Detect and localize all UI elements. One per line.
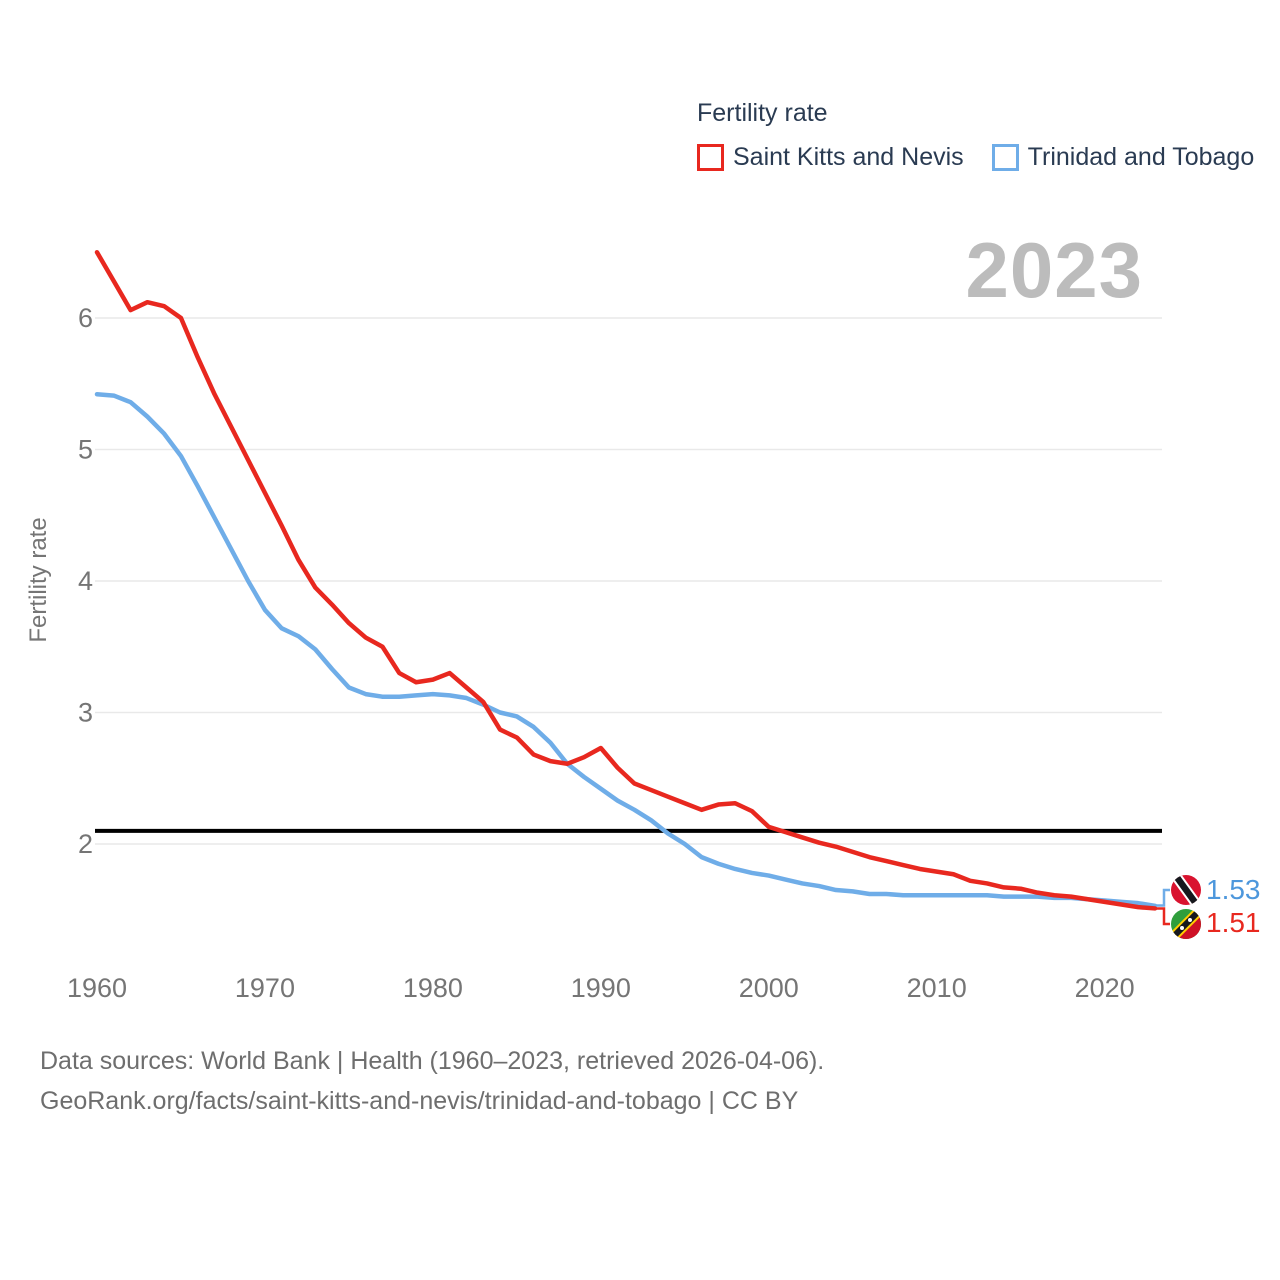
- y-tick-label: 5: [78, 435, 93, 465]
- saint-kitts-swatch-icon: [697, 144, 724, 171]
- year-watermark: 2023: [965, 226, 1143, 314]
- end-value-saint-kitts-and-nevis: 1.51: [1206, 907, 1261, 938]
- y-axis-title: Fertility rate: [25, 517, 52, 642]
- y-tick-label: 2: [78, 829, 93, 859]
- y-tick-label: 3: [78, 698, 93, 728]
- trinidad-swatch-icon: [991, 144, 1019, 171]
- series-line-trinidad-and-tobago: [94, 392, 1158, 909]
- legend-row: Saint Kitts and Nevis Trinidad and Tobag…: [697, 143, 1254, 172]
- x-tick-label: 1960: [67, 973, 127, 1003]
- saint-kitts-and-nevis-flag-icon: [1171, 909, 1201, 939]
- x-axis-ticks: 1960 1970 1980 1990 2000 2010 2020: [67, 973, 1135, 1003]
- y-axis-ticks: 2 3 4 5 6: [78, 303, 93, 859]
- series-lines: [94, 250, 1158, 911]
- x-tick-label: 1990: [571, 973, 631, 1003]
- series-line-saint-kitts-and-nevis: [94, 250, 1158, 911]
- x-tick-label: 2020: [1075, 973, 1135, 1003]
- connector-saint-kitts-and-nevis: [1156, 907, 1170, 926]
- x-tick-label: 2000: [739, 973, 799, 1003]
- legend-title: Fertility rate: [697, 99, 828, 127]
- x-tick-label: 1980: [403, 973, 463, 1003]
- gridlines: [95, 317, 1162, 845]
- legend-item-trinidad-and-tobago[interactable]: Trinidad and Tobago: [991, 143, 1255, 172]
- end-value-trinidad-and-tobago: 1.53: [1206, 874, 1261, 905]
- legend-item-saint-kitts-and-nevis[interactable]: Saint Kitts and Nevis: [697, 143, 964, 172]
- y-tick-label: 6: [78, 303, 93, 333]
- trinidad-and-tobago-flag-icon: [1171, 875, 1201, 905]
- legend-item-label: Trinidad and Tobago: [1027, 143, 1255, 171]
- x-tick-label: 1970: [235, 973, 295, 1003]
- y-tick-label: 4: [78, 566, 93, 596]
- legend-item-label: Saint Kitts and Nevis: [733, 143, 964, 171]
- connector-trinidad-and-tobago: [1156, 888, 1170, 907]
- footer: Data sources: World Bank | Health (1960–…: [40, 1041, 824, 1121]
- attribution-line: GeoRank.org/facts/saint-kitts-and-nevis/…: [40, 1087, 799, 1115]
- legend: Fertility rate Saint Kitts and Nevis Tri…: [697, 99, 1254, 172]
- x-tick-label: 2010: [907, 973, 967, 1003]
- data-sources-line: Data sources: World Bank | Health (1960–…: [40, 1047, 825, 1075]
